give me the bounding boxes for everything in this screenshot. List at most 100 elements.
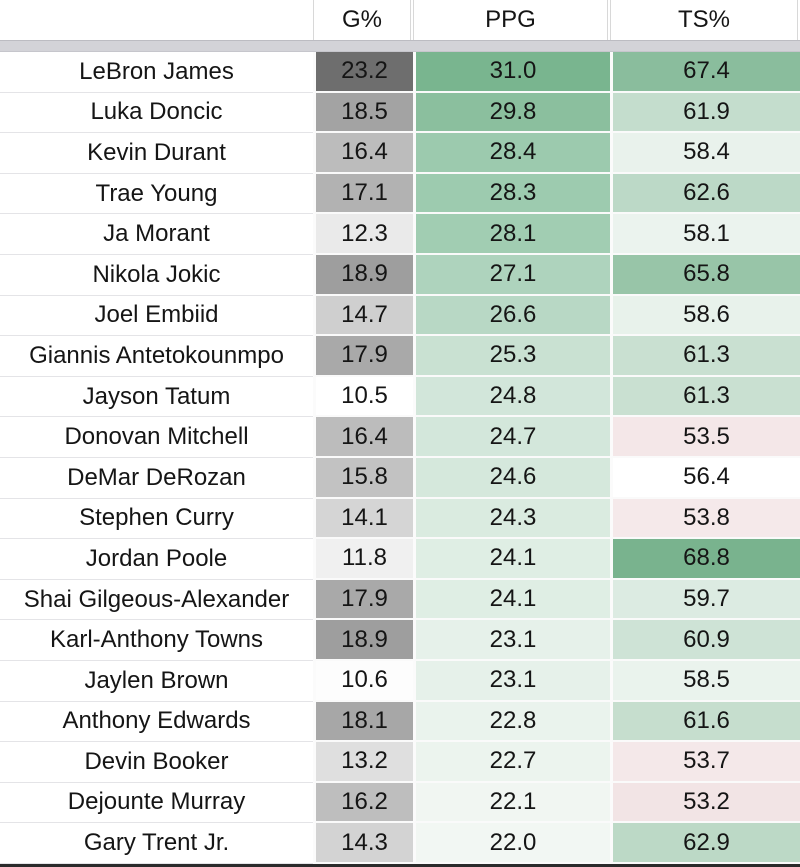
header-ts-pct[interactable]: TS%: [610, 0, 798, 40]
g-pct-cell[interactable]: 18.9: [313, 254, 413, 296]
ppg-cell[interactable]: 26.6: [413, 295, 610, 337]
player-name-cell[interactable]: Trae Young: [0, 173, 313, 215]
ts-pct-cell[interactable]: 56.4: [610, 457, 800, 499]
ppg-cell[interactable]: 22.8: [413, 701, 610, 743]
ts-pct-cell[interactable]: 58.4: [610, 133, 800, 174]
player-name-cell[interactable]: Devin Booker: [0, 742, 313, 783]
ts-pct-cell[interactable]: 59.7: [610, 579, 800, 621]
g-pct-cell[interactable]: 10.6: [313, 660, 413, 702]
ppg-cell[interactable]: 23.1: [413, 660, 610, 702]
ts-pct-cell[interactable]: 61.6: [610, 701, 800, 743]
ppg-cell[interactable]: 24.7: [413, 417, 610, 458]
g-pct-cell[interactable]: 14.7: [313, 295, 413, 337]
g-pct-cell[interactable]: 17.9: [313, 579, 413, 621]
table-row: Trae Young 17.1 28.3 62.6: [0, 173, 800, 215]
ts-pct-cell[interactable]: 62.9: [610, 823, 800, 864]
table-row: Devin Booker 13.2 22.7 53.7: [0, 742, 800, 783]
table-row: Gary Trent Jr. 14.3 22.0 62.9: [0, 823, 800, 864]
header-g-pct[interactable]: G%: [313, 0, 411, 40]
ppg-cell[interactable]: 27.1: [413, 254, 610, 296]
ppg-cell[interactable]: 25.3: [413, 336, 610, 377]
g-pct-cell[interactable]: 16.2: [313, 782, 413, 824]
header-ppg[interactable]: PPG: [413, 0, 608, 40]
g-pct-cell[interactable]: 15.8: [313, 457, 413, 499]
player-name-cell[interactable]: Shai Gilgeous-Alexander: [0, 579, 313, 621]
player-name-cell[interactable]: Gary Trent Jr.: [0, 823, 313, 864]
header-row: G% PPG TS%: [0, 0, 800, 40]
ppg-cell[interactable]: 24.1: [413, 579, 610, 621]
table-row: Nikola Jokic 18.9 27.1 65.8: [0, 254, 800, 296]
g-pct-cell[interactable]: 13.2: [313, 742, 413, 783]
player-name-cell[interactable]: Stephen Curry: [0, 498, 313, 540]
g-pct-cell[interactable]: 17.9: [313, 336, 413, 377]
ts-pct-cell[interactable]: 61.3: [610, 376, 800, 418]
table-row: Jaylen Brown 10.6 23.1 58.5: [0, 660, 800, 702]
ts-pct-cell[interactable]: 65.8: [610, 254, 800, 296]
ts-pct-cell[interactable]: 67.4: [610, 52, 800, 93]
ts-pct-cell[interactable]: 53.5: [610, 417, 800, 458]
player-name-cell[interactable]: Dejounte Murray: [0, 782, 313, 824]
ts-pct-cell[interactable]: 68.8: [610, 539, 800, 580]
ppg-cell[interactable]: 31.0: [413, 52, 610, 93]
ppg-cell[interactable]: 28.1: [413, 214, 610, 255]
player-name-cell[interactable]: LeBron James: [0, 52, 313, 93]
g-pct-cell[interactable]: 10.5: [313, 376, 413, 418]
player-name-cell[interactable]: Ja Morant: [0, 214, 313, 255]
player-name-cell[interactable]: Karl-Anthony Towns: [0, 620, 313, 661]
header-player-name[interactable]: [0, 0, 313, 40]
ppg-cell[interactable]: 22.7: [413, 742, 610, 783]
table-row: Kevin Durant 16.4 28.4 58.4: [0, 133, 800, 174]
g-pct-cell[interactable]: 11.8: [313, 539, 413, 580]
g-pct-cell[interactable]: 23.2: [313, 52, 413, 93]
ts-pct-cell[interactable]: 53.7: [610, 742, 800, 783]
ppg-cell[interactable]: 23.1: [413, 620, 610, 661]
ppg-cell[interactable]: 24.8: [413, 376, 610, 418]
ppg-cell[interactable]: 28.3: [413, 173, 610, 215]
ts-pct-cell[interactable]: 53.8: [610, 498, 800, 540]
ppg-cell[interactable]: 22.0: [413, 823, 610, 864]
player-name-cell[interactable]: DeMar DeRozan: [0, 457, 313, 499]
g-pct-cell[interactable]: 14.1: [313, 498, 413, 540]
player-name-cell[interactable]: Giannis Antetokounmpo: [0, 336, 313, 377]
player-name-cell[interactable]: Jordan Poole: [0, 539, 313, 580]
table-row: Karl-Anthony Towns 18.9 23.1 60.9: [0, 620, 800, 661]
player-name-cell[interactable]: Kevin Durant: [0, 133, 313, 174]
ts-pct-cell[interactable]: 58.6: [610, 295, 800, 337]
frozen-row-divider: [0, 40, 800, 52]
player-name-cell[interactable]: Jayson Tatum: [0, 376, 313, 418]
table-row: Dejounte Murray 16.2 22.1 53.2: [0, 782, 800, 824]
ts-pct-cell[interactable]: 60.9: [610, 620, 800, 661]
table-row: LeBron James 23.2 31.0 67.4: [0, 52, 800, 93]
g-pct-cell[interactable]: 16.4: [313, 133, 413, 174]
ts-pct-cell[interactable]: 62.6: [610, 173, 800, 215]
g-pct-cell[interactable]: 18.5: [313, 92, 413, 134]
player-name-cell[interactable]: Nikola Jokic: [0, 254, 313, 296]
g-pct-cell[interactable]: 17.1: [313, 173, 413, 215]
ts-pct-cell[interactable]: 53.2: [610, 782, 800, 824]
ppg-cell[interactable]: 28.4: [413, 133, 610, 174]
g-pct-cell[interactable]: 18.9: [313, 620, 413, 661]
ts-pct-cell[interactable]: 61.9: [610, 92, 800, 134]
player-name-cell[interactable]: Donovan Mitchell: [0, 417, 313, 458]
ppg-cell[interactable]: 24.1: [413, 539, 610, 580]
table-row: Jordan Poole 11.8 24.1 68.8: [0, 539, 800, 580]
ppg-cell[interactable]: 24.6: [413, 457, 610, 499]
table-row: Anthony Edwards 18.1 22.8 61.6: [0, 701, 800, 743]
player-name-cell[interactable]: Luka Doncic: [0, 92, 313, 134]
ppg-cell[interactable]: 29.8: [413, 92, 610, 134]
ts-pct-cell[interactable]: 61.3: [610, 336, 800, 377]
player-name-cell[interactable]: Joel Embiid: [0, 295, 313, 337]
ppg-cell[interactable]: 22.1: [413, 782, 610, 824]
ts-pct-cell[interactable]: 58.1: [610, 214, 800, 255]
player-name-cell[interactable]: Anthony Edwards: [0, 701, 313, 743]
table-row: Donovan Mitchell 16.4 24.7 53.5: [0, 417, 800, 458]
g-pct-cell[interactable]: 16.4: [313, 417, 413, 458]
ppg-cell[interactable]: 24.3: [413, 498, 610, 540]
g-pct-cell[interactable]: 18.1: [313, 701, 413, 743]
player-name-cell[interactable]: Jaylen Brown: [0, 660, 313, 702]
g-pct-cell[interactable]: 14.3: [313, 823, 413, 864]
g-pct-cell[interactable]: 12.3: [313, 214, 413, 255]
ts-pct-cell[interactable]: 58.5: [610, 660, 800, 702]
table-bottom-border: [0, 863, 800, 867]
